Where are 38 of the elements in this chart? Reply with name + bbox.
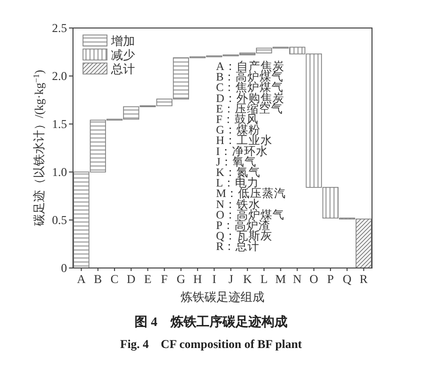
annotation: P：高炉渣 [216, 218, 270, 232]
x-tick-label: E [144, 272, 152, 286]
x-tick-label: F [161, 272, 168, 286]
x-tick-label: I [212, 272, 216, 286]
y-tick-label: 0 [61, 261, 67, 275]
x-tick-label: D [126, 272, 136, 286]
annotation: I：净环水 [216, 144, 268, 158]
legend-label: 减少 [111, 48, 135, 62]
x-tick-label: P [327, 272, 334, 286]
x-tick-label: N [292, 272, 302, 286]
x-tick-label: H [193, 272, 202, 286]
y-tick-label: 1.0 [52, 165, 67, 179]
annotation: A：自产焦炭 [216, 59, 284, 73]
x-tick-label: O [310, 272, 319, 286]
x-tick-label: A [76, 272, 86, 286]
legend-label: 增加 [110, 34, 135, 48]
text: 图 4 炼铁工序碳足迹构成 [134, 314, 288, 329]
x-tick-label: Q [342, 272, 352, 286]
annotation: J：氧气 [216, 155, 256, 168]
x-axis-title: 炼铁碳足迹组成 [180, 290, 264, 304]
y-tick-label: 1.5 [52, 117, 67, 131]
x-tick-label: L [260, 272, 268, 286]
x-tick-label: B [94, 272, 102, 286]
x-tick-label: C [110, 272, 119, 286]
annotation: R：总计 [216, 240, 260, 254]
x-tick-label: J [228, 272, 234, 286]
y-tick-label: 2.5 [52, 21, 67, 35]
y-tick-label: 0.5 [52, 213, 67, 227]
legend-label: 总计 [110, 62, 135, 76]
annotation: D：外购焦炭 [216, 92, 284, 105]
x-tick-label: M [275, 272, 286, 286]
x-tick-label: K [243, 272, 252, 286]
text: Fig. 4 CF composition of BF plant [120, 337, 302, 351]
annotation: N：铁水 [216, 198, 260, 211]
x-tick-label: G [176, 272, 186, 286]
y-tick-label: 2.0 [52, 69, 67, 83]
annotation: K：氮气 [216, 166, 260, 179]
x-tick-label: R [360, 272, 368, 286]
